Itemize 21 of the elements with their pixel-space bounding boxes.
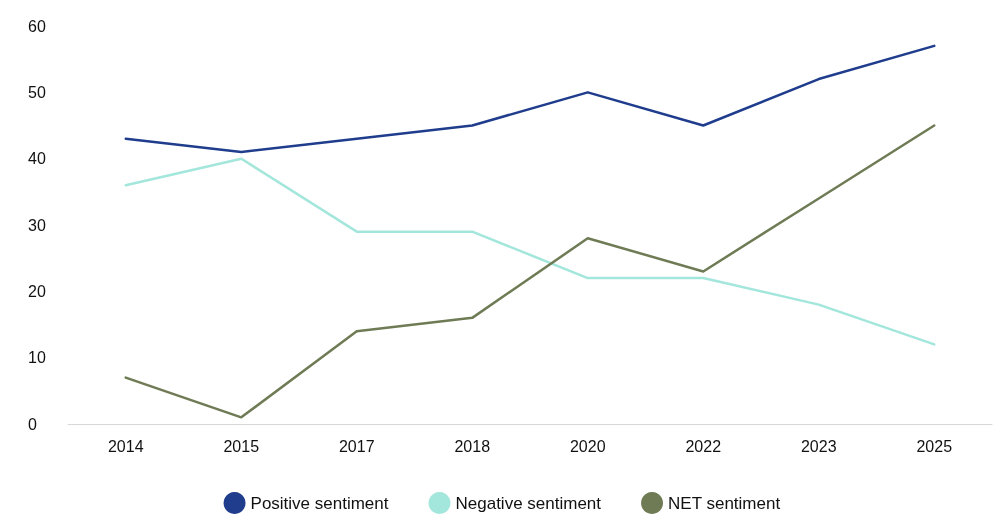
y-tick-label: 0 <box>28 415 37 433</box>
y-tick-label: 10 <box>28 349 46 367</box>
x-tick-label: 2017 <box>338 437 375 455</box>
x-tick-label: 2020 <box>569 437 606 455</box>
legend-label: Positive sentiment <box>250 493 389 513</box>
x-tick-label: 2018 <box>454 437 491 455</box>
x-tick-label: 2023 <box>800 437 837 455</box>
y-tick-label: 50 <box>28 83 46 101</box>
y-tick-label: 60 <box>28 17 46 35</box>
x-tick-label: 2022 <box>685 437 722 455</box>
y-tick-label: 30 <box>28 216 46 234</box>
x-tick-label: 2025 <box>916 437 953 455</box>
legend-label: NET sentiment <box>668 493 781 513</box>
x-tick-label: 2014 <box>107 437 144 455</box>
line-series <box>124 44 936 154</box>
y-tick-label: 40 <box>28 150 46 168</box>
x-tick-label: 2015 <box>223 437 260 455</box>
line-series <box>124 124 936 419</box>
legend-label: Negative sentiment <box>455 493 602 513</box>
line-series <box>124 157 936 346</box>
y-tick-label: 20 <box>28 282 46 300</box>
